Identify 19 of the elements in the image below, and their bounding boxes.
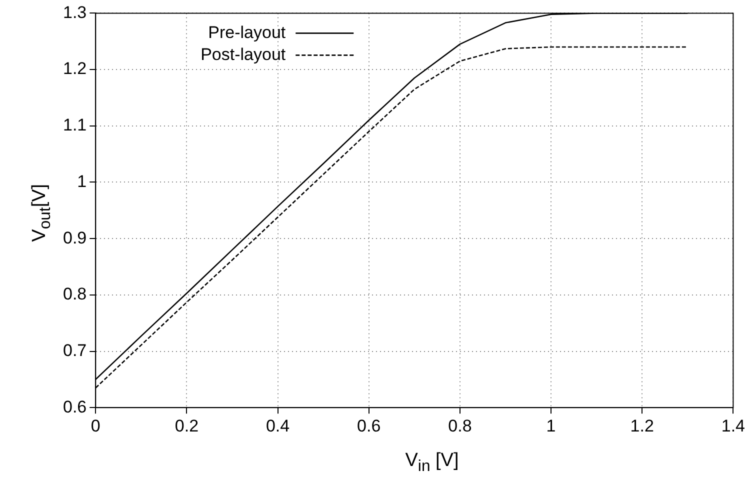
x-tick-label: 1: [546, 416, 556, 436]
x-axis-title: V$_{in}$ [V]: [404, 450, 460, 476]
x-tick-label: 0.4: [266, 416, 290, 436]
x-tick-label: 1.4: [721, 416, 746, 436]
legend-label: Post-layout: [200, 44, 286, 64]
y-tick-label: 0.7: [62, 340, 87, 360]
y-tick-label: 1.1: [62, 116, 87, 135]
y-tick-label: 1.2: [62, 59, 87, 78]
y-tick-label: 0.8: [62, 284, 87, 304]
y-tick-label: 0.9: [62, 228, 87, 248]
x-tick-label: 0.6: [357, 416, 381, 436]
y-tick-label: 1.3: [62, 2, 87, 22]
x-tick-label: 0.8: [448, 416, 472, 436]
x-tick-label: 0.2: [174, 416, 199, 436]
y-tick-label: 0.6: [62, 397, 87, 416]
legend-label: Pre-layout: [208, 22, 286, 42]
x-tick-label: 0: [90, 416, 100, 436]
y-tick-label: 1: [77, 172, 87, 191]
x-tick-label: 1.2: [630, 416, 654, 436]
